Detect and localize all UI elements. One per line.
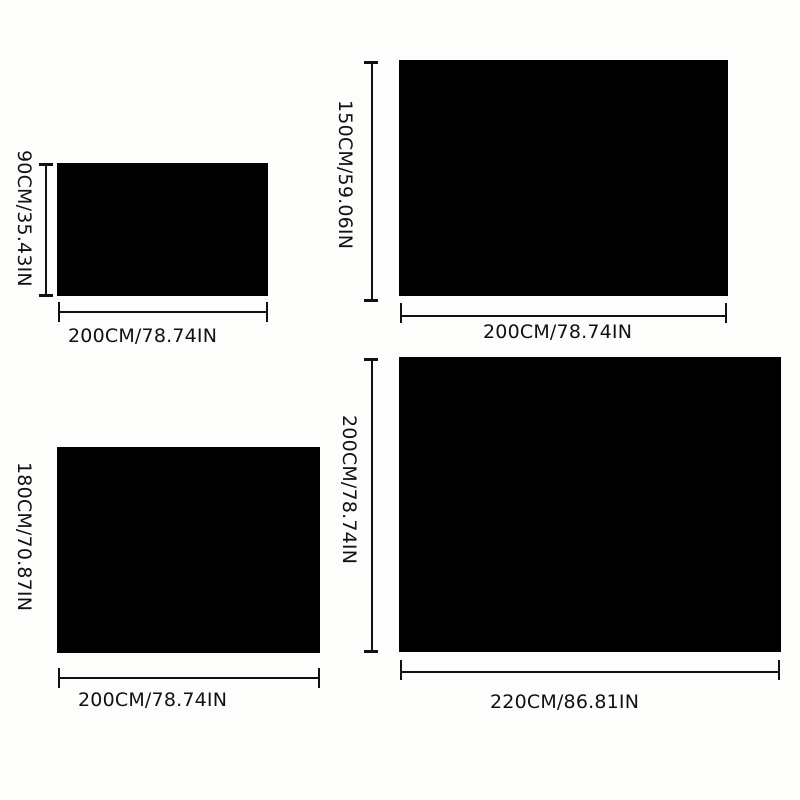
panel-shape (399, 60, 728, 296)
dimension-tick (400, 660, 402, 680)
width-label: 200CM/78.74IN (68, 325, 218, 347)
dimension-tick (39, 294, 53, 297)
dimension-tick (266, 302, 268, 322)
width-dimension-line (401, 315, 727, 317)
dimension-tick (725, 303, 727, 323)
height-label: 200CM/78.74IN (338, 415, 360, 565)
dimension-tick (318, 668, 320, 688)
width-label: 200CM/78.74IN (78, 689, 228, 711)
width-dimension-line (58, 311, 267, 313)
height-dimension-line (45, 164, 47, 295)
height-dimension-line (371, 359, 373, 651)
panel-shape (57, 447, 320, 653)
dimension-tick (364, 650, 378, 653)
height-label: 180CM/70.87IN (13, 462, 35, 612)
width-label: 220CM/86.81IN (490, 691, 640, 713)
width-label: 200CM/78.74IN (483, 321, 633, 343)
dimension-tick (364, 299, 378, 302)
height-label: 90CM/35.43IN (13, 150, 35, 287)
dimension-tick (778, 660, 780, 680)
panel-shape (57, 163, 268, 296)
panel-shape (399, 357, 781, 652)
height-dimension-line (371, 62, 373, 300)
height-label: 150CM/59.06IN (334, 100, 356, 250)
width-dimension-line (401, 671, 780, 673)
dimension-tick (400, 303, 402, 323)
width-dimension-line (58, 677, 320, 679)
